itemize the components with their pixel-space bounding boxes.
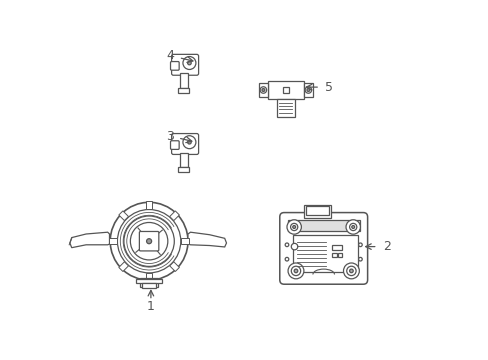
Bar	[178, 88, 189, 93]
FancyBboxPatch shape	[171, 134, 198, 154]
Bar	[277, 99, 294, 117]
Circle shape	[117, 210, 181, 273]
Bar	[331, 245, 341, 250]
Text: 3: 3	[166, 130, 174, 143]
Bar	[181, 238, 189, 244]
Circle shape	[306, 89, 309, 91]
Bar	[283, 87, 288, 93]
Bar	[267, 81, 303, 99]
Bar	[119, 262, 128, 271]
Circle shape	[183, 136, 196, 149]
FancyBboxPatch shape	[170, 141, 179, 149]
Bar	[109, 238, 117, 244]
Circle shape	[110, 202, 187, 280]
Bar	[179, 153, 187, 167]
Text: 4: 4	[166, 49, 174, 62]
FancyBboxPatch shape	[139, 231, 159, 251]
Bar	[179, 73, 187, 88]
Circle shape	[291, 243, 297, 250]
Circle shape	[346, 266, 355, 276]
Bar	[287, 220, 359, 231]
Bar	[169, 262, 179, 271]
Circle shape	[294, 269, 297, 273]
Circle shape	[351, 225, 354, 229]
Circle shape	[358, 243, 362, 247]
Bar	[146, 201, 152, 209]
Bar	[140, 278, 158, 287]
Bar	[142, 283, 156, 288]
Circle shape	[123, 216, 174, 266]
FancyBboxPatch shape	[279, 212, 367, 284]
Bar	[178, 167, 189, 172]
Circle shape	[262, 89, 264, 91]
Bar	[331, 253, 336, 257]
Bar	[292, 235, 358, 272]
Bar	[169, 211, 179, 221]
Bar	[303, 204, 330, 218]
Circle shape	[358, 257, 362, 261]
Circle shape	[349, 223, 356, 231]
Circle shape	[187, 61, 191, 65]
Bar	[337, 253, 341, 257]
Circle shape	[285, 257, 288, 261]
Text: 1: 1	[147, 300, 155, 313]
Bar	[146, 273, 152, 281]
Bar	[305, 206, 328, 215]
Circle shape	[290, 223, 297, 231]
Circle shape	[292, 225, 295, 229]
Polygon shape	[70, 232, 109, 248]
Circle shape	[305, 87, 311, 93]
Circle shape	[187, 140, 191, 144]
Circle shape	[291, 266, 300, 276]
Circle shape	[130, 222, 167, 260]
Bar	[258, 83, 267, 97]
Text: 2: 2	[382, 240, 390, 253]
Circle shape	[183, 57, 196, 69]
Bar	[119, 211, 128, 221]
Bar	[136, 279, 162, 283]
Bar	[303, 83, 312, 97]
Circle shape	[146, 239, 151, 244]
Circle shape	[343, 263, 359, 279]
Polygon shape	[187, 232, 226, 247]
Circle shape	[349, 269, 352, 273]
Text: 5: 5	[325, 81, 333, 94]
Circle shape	[285, 243, 288, 247]
FancyBboxPatch shape	[170, 62, 179, 70]
Circle shape	[287, 263, 303, 279]
Circle shape	[286, 220, 301, 234]
Circle shape	[260, 87, 266, 93]
FancyBboxPatch shape	[171, 54, 198, 75]
Circle shape	[346, 220, 360, 234]
